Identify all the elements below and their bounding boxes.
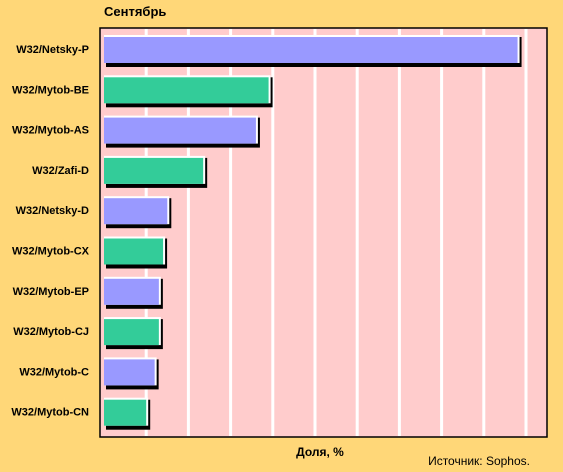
category-label: W32/Mytob-CJ bbox=[13, 326, 89, 338]
x-axis-label: Доля, % bbox=[296, 445, 344, 459]
bar bbox=[104, 77, 269, 104]
chart-title: Сентябрь bbox=[104, 4, 166, 19]
category-label: W32/Zafi-D bbox=[32, 165, 89, 177]
bar bbox=[104, 37, 518, 63]
source-note: Источник: Sophos. bbox=[428, 454, 530, 468]
category-label: W32/Mytob-BE bbox=[12, 84, 89, 96]
category-label: W32/Mytob-CN bbox=[11, 407, 89, 419]
category-label: W32/Netsky-P bbox=[16, 44, 89, 56]
category-label: W32/Mytob-C bbox=[19, 366, 89, 378]
bar bbox=[104, 399, 147, 426]
category-labels: W32/Netsky-P W32/Mytob-BE W32/Mytob-AS W32/… bbox=[11, 44, 89, 419]
category-label: W32/Netsky-D bbox=[16, 205, 89, 217]
bar bbox=[104, 359, 155, 386]
category-label: W32/Mytob-CX bbox=[12, 246, 90, 258]
bar bbox=[104, 319, 159, 346]
bars bbox=[104, 35, 522, 430]
bar bbox=[104, 157, 204, 184]
category-label: W32/Mytob-AS bbox=[12, 125, 89, 137]
bar bbox=[104, 198, 168, 225]
bar bbox=[104, 278, 159, 305]
bar bbox=[104, 117, 256, 144]
bar bbox=[104, 238, 164, 265]
category-label: W32/Mytob-EP bbox=[13, 286, 89, 298]
